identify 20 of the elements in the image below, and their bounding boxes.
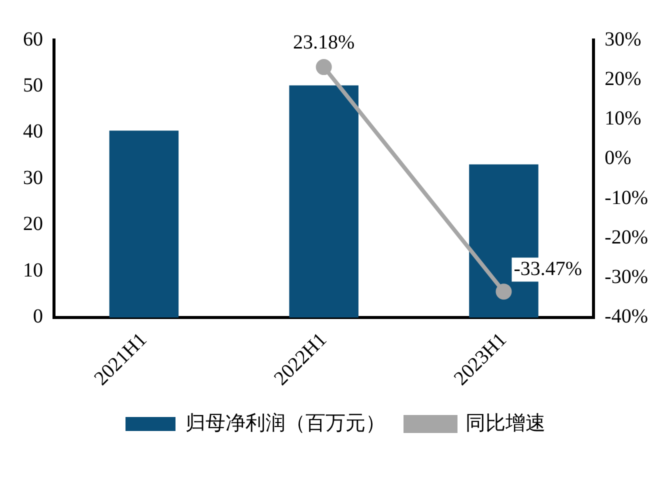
y-tick-label: 60 xyxy=(23,28,43,50)
y2-tick-label: 0% xyxy=(604,147,632,170)
y2-tick-label: -30% xyxy=(604,266,648,288)
y2-tick-label: 30% xyxy=(604,28,642,50)
y-tick-label: 40 xyxy=(23,120,43,143)
y2-tick-label: -10% xyxy=(604,186,648,209)
data-label: -33.47% xyxy=(514,258,582,280)
bar xyxy=(109,130,179,318)
legend-label: 同比增速 xyxy=(466,412,546,434)
y2-tick-label: -20% xyxy=(604,226,648,248)
y-tick-label: 50 xyxy=(23,74,43,96)
y-tick-label: 10 xyxy=(23,259,43,282)
y-tick-label: 30 xyxy=(23,166,43,189)
y-tick-label: 0 xyxy=(33,306,43,328)
y-tick-label: 20 xyxy=(23,213,43,236)
y2-tick-label: -40% xyxy=(604,306,648,328)
y2-tick-label: 10% xyxy=(604,108,642,130)
legend-label: 归母净利润（百万元） xyxy=(186,412,386,434)
y2-tick-label: 20% xyxy=(604,68,642,90)
data-label: 23.18% xyxy=(293,31,355,54)
